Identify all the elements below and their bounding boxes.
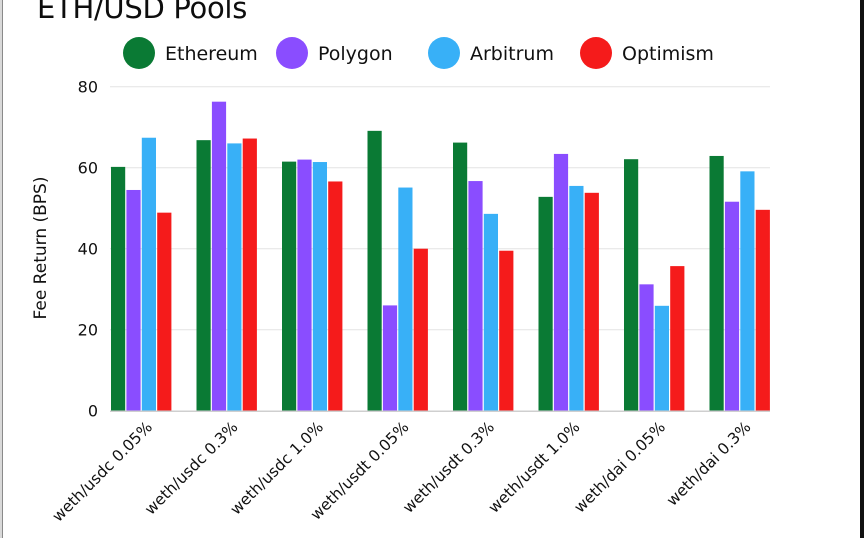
x-tick-label-weth-usdt-0-3: weth/usdt 0.3% bbox=[399, 418, 498, 517]
x-tick-label-weth-usdc-0-3: weth/usdc 0.3% bbox=[141, 418, 241, 518]
legend-marker-optimism bbox=[580, 37, 612, 69]
bar-group-weth-usdt-1-0 bbox=[538, 153, 599, 411]
bar-ethereum-weth-usdc-0-3 bbox=[196, 140, 211, 411]
bar-polygon-weth-usdc-0-05 bbox=[126, 189, 141, 411]
bar-ethereum-weth-dai-0-3 bbox=[709, 155, 724, 411]
y-axis-ticks: 0 20 40 60 80 bbox=[78, 78, 98, 421]
bar-arbitrum-weth-usdc-0-05 bbox=[141, 137, 156, 411]
legend-marker-polygon bbox=[276, 37, 308, 69]
legend-label-arbitrum: Arbitrum bbox=[470, 43, 554, 65]
x-axis-labels: weth/usdc 0.05%weth/usdc 0.3%weth/usdc 1… bbox=[49, 418, 755, 525]
y-tick-label: 0 bbox=[88, 402, 98, 421]
bar-group-weth-usdt-0-3 bbox=[453, 142, 514, 411]
bar-arbitrum-weth-usdt-0-05 bbox=[398, 187, 413, 411]
bar-group-weth-usdc-0-05 bbox=[111, 137, 172, 411]
bar-polygon-weth-usdc-0-3 bbox=[211, 101, 227, 411]
bar-group-weth-dai-0-3 bbox=[709, 155, 770, 411]
bar-optimism-weth-usdc-1-0 bbox=[328, 181, 343, 411]
bar-ethereum-weth-usdt-0-05 bbox=[367, 130, 382, 411]
bar-ethereum-weth-usdt-1-0 bbox=[538, 196, 553, 411]
bar-optimism-weth-usdt-0-05 bbox=[413, 248, 428, 411]
bar-ethereum-weth-usdc-1-0 bbox=[282, 161, 297, 411]
bar-arbitrum-weth-dai-0-05 bbox=[654, 305, 669, 411]
legend-marker-ethereum bbox=[123, 37, 155, 69]
bar-arbitrum-weth-dai-0-3 bbox=[740, 171, 755, 411]
bar-optimism-weth-usdt-0-3 bbox=[499, 250, 514, 411]
window-right-border bbox=[860, 0, 864, 538]
legend-marker-arbitrum bbox=[428, 37, 460, 69]
bars bbox=[111, 101, 770, 411]
bar-polygon-weth-dai-0-05 bbox=[639, 284, 654, 411]
legend-label-ethereum: Ethereum bbox=[165, 43, 258, 65]
bar-ethereum-weth-dai-0-05 bbox=[624, 159, 639, 411]
bar-group-weth-dai-0-05 bbox=[624, 159, 685, 411]
y-axis-title: Fee Return (BPS) bbox=[31, 177, 51, 320]
chart-title: ETH/USD Pools bbox=[37, 0, 248, 25]
legend-label-polygon: Polygon bbox=[318, 43, 393, 65]
bar-optimism-weth-dai-0-05 bbox=[670, 266, 685, 411]
window-left-border bbox=[0, 0, 3, 538]
bar-group-weth-usdc-0-3 bbox=[196, 101, 257, 411]
legend-label-optimism: Optimism bbox=[622, 43, 714, 65]
bar-ethereum-weth-usdc-0-05 bbox=[111, 166, 126, 411]
bar-group-weth-usdt-0-05 bbox=[367, 130, 428, 411]
x-tick-label-weth-usdc-0-05: weth/usdc 0.05% bbox=[49, 418, 156, 525]
y-tick-label: 60 bbox=[78, 159, 98, 178]
bar-optimism-weth-dai-0-3 bbox=[755, 209, 770, 411]
y-tick-label: 80 bbox=[78, 78, 98, 97]
bar-arbitrum-weth-usdc-0-3 bbox=[227, 143, 242, 411]
bar-optimism-weth-usdc-0-05 bbox=[157, 212, 172, 411]
bar-polygon-weth-usdc-1-0 bbox=[297, 159, 312, 411]
bar-arbitrum-weth-usdc-1-0 bbox=[312, 162, 327, 411]
y-tick-label: 40 bbox=[78, 240, 98, 259]
bar-ethereum-weth-usdt-0-3 bbox=[453, 142, 468, 411]
legend: Ethereum Polygon Arbitrum Optimism bbox=[123, 37, 714, 69]
x-tick-label-weth-usdt-1-0: weth/usdt 1.0% bbox=[485, 418, 584, 517]
bar-polygon-weth-dai-0-3 bbox=[724, 201, 740, 411]
bar-optimism-weth-usdc-0-3 bbox=[242, 138, 257, 411]
bar-polygon-weth-usdt-1-0 bbox=[553, 153, 569, 411]
bar-arbitrum-weth-usdt-1-0 bbox=[569, 185, 584, 411]
bar-polygon-weth-usdt-0-05 bbox=[382, 305, 398, 411]
x-tick-label-weth-usdc-1-0: weth/usdc 1.0% bbox=[227, 418, 327, 518]
bar-polygon-weth-usdt-0-3 bbox=[468, 181, 483, 411]
bar-group-weth-usdc-1-0 bbox=[282, 159, 343, 411]
x-tick-label-weth-dai-0-3: weth/dai 0.3% bbox=[663, 418, 754, 509]
bar-optimism-weth-usdt-1-0 bbox=[584, 192, 599, 411]
y-tick-label: 20 bbox=[78, 321, 98, 340]
x-tick-label-weth-dai-0-05: weth/dai 0.05% bbox=[571, 418, 669, 516]
bar-arbitrum-weth-usdt-0-3 bbox=[483, 213, 498, 411]
